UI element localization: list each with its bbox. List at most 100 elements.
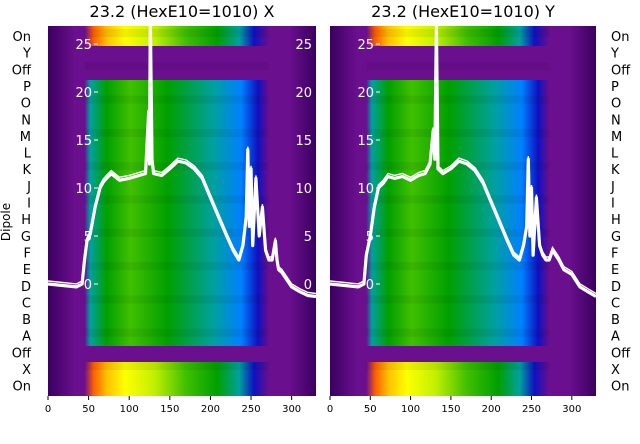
row-label-right: P [611,80,619,95]
row-label-left: A [22,330,31,345]
row-label-left: N [21,113,31,128]
x-tick-label: 300 [282,404,301,415]
row-stripe [84,62,269,71]
row-label-left: J [26,180,31,195]
row-label-right: H [611,213,621,228]
row-stripe [84,162,269,171]
row-label-right: G [611,230,621,245]
row-label-right: O [611,97,621,112]
inner-y-tick-label: 15 [357,134,374,149]
x-tick-label: 50 [82,404,95,415]
x-tick-label: 200 [201,404,220,415]
band-middle [366,80,550,346]
row-stripe [84,295,269,304]
row-label-left: L [24,147,32,162]
row-stripe [366,262,550,271]
inner-y-tick-label: 0 [84,278,92,293]
row-label-right: J [610,180,615,195]
trace-line [47,13,317,299]
inner-y-tick-label-right: 10 [295,182,312,197]
inner-y-tick-label: 15 [75,134,92,149]
trace-line-secondary [47,12,317,295]
row-label-right: I [611,197,615,212]
row-label-left: P [23,80,31,95]
inner-y-tick-label: 25 [357,38,374,53]
row-label-left: X [22,363,31,378]
row-stripe [366,228,550,237]
row-label-right: N [611,113,621,128]
trace-line [329,23,597,298]
row-stripe [366,162,550,171]
panel-title: 23.2 (HexE10=1010) X [90,2,275,21]
row-label-left: On [13,30,31,45]
row-label-right: On [611,30,629,45]
row-label-right: F [611,246,618,261]
inner-y-tick-label-right: 20 [295,86,312,101]
band-top [366,26,550,46]
x-tick-label: 200 [482,404,501,415]
row-label-right: L [611,147,619,162]
inner-y-tick-label: 25 [75,38,92,53]
row-label-left: I [27,197,31,212]
x-tick-label: 50 [364,404,377,415]
row-label-left: Y [22,47,31,62]
row-label-right: On [611,380,629,395]
row-stripe [366,62,550,71]
row-label-right: A [611,330,620,345]
band-bottom [84,362,269,396]
band-middle [84,80,269,346]
x-tick-label: 0 [45,404,51,415]
row-label-left: Off [12,63,32,78]
row-label-right: K [611,163,620,178]
row-stripe [84,128,269,137]
trace-line-secondary [329,21,597,295]
row-stripe [84,262,269,271]
row-label-right: E [611,263,619,278]
row-stripe [366,195,550,204]
row-stripe [366,29,550,37]
row-label-right: X [611,363,620,378]
row-label-right: M [611,130,622,145]
row-label-left: O [21,97,31,112]
row-stripe [84,328,269,337]
inner-y-tick-label: 10 [75,182,92,197]
row-label-right: Off [611,346,631,361]
row-stripe [84,95,269,104]
row-label-right: Off [611,63,631,78]
inner-y-tick-label-right: 0 [304,278,312,293]
x-tick-label: 250 [522,404,541,415]
panel-title: 23.2 (HexE10=1010) Y [371,2,555,21]
x-tick-label: 100 [401,404,420,415]
row-label-left: E [23,263,31,278]
row-label-left: G [21,230,31,245]
row-stripe [366,295,550,304]
row-label-left: K [22,163,31,178]
row-stripe [366,362,550,370]
inner-y-tick-label-right: 25 [295,38,312,53]
row-stripe [366,328,550,337]
inner-y-tick-label: 10 [357,182,374,197]
row-stripe [84,228,269,237]
row-label-left: D [21,280,31,295]
x-tick-label: 250 [241,404,260,415]
y-axis-label: Dipole [0,203,13,241]
row-stripe [366,95,550,104]
row-label-left: F [24,246,31,261]
row-stripe [366,128,550,137]
row-stripe [84,29,269,37]
row-label-right: C [611,296,620,311]
inner-y-tick-label: 20 [357,86,374,101]
x-tick-label: 150 [160,404,179,415]
row-label-right: B [611,313,620,328]
band-bottom [366,362,550,396]
row-label-left: C [22,296,31,311]
row-label-left: M [20,130,31,145]
inner-y-tick-label: 0 [366,278,374,293]
row-label-right: Y [610,47,619,62]
inner-y-tick-label-right: 5 [304,230,312,245]
row-label-left: Off [12,346,32,361]
